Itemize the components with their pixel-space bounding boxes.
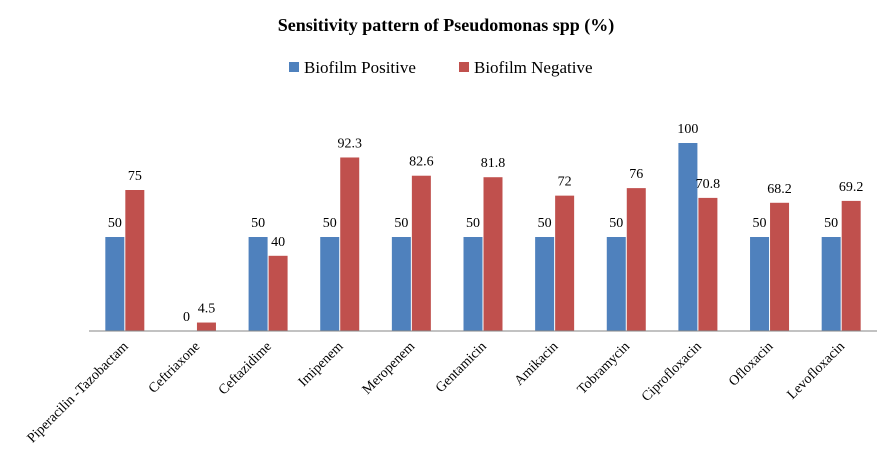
- x-tick-label-imipenem: Imipenem: [296, 339, 347, 390]
- x-tick-label-ofloxacin: Ofloxacin: [726, 339, 776, 389]
- data-label-biofilm-positive-ciprofloxacin: 100: [677, 122, 698, 137]
- data-label-biofilm-negative-imipenem: 92.3: [337, 136, 362, 151]
- plot-area: 50 75 Piperacilin -Tazobactam 0 4.5 Ceftriaxo…: [25, 122, 864, 446]
- data-label-biofilm-negative-ciprofloxacin: 70.8: [696, 177, 721, 192]
- data-label-biofilm-negative-gentamicin: 81.8: [481, 156, 506, 171]
- x-tick-label-amikacin: Amikacin: [512, 339, 562, 389]
- data-label-biofilm-positive-levofloxacin: 50: [824, 216, 838, 231]
- bar-biofilm-positive-levofloxacin: [821, 237, 841, 331]
- x-tick-label-ceftriaxone: Ceftriaxone: [146, 339, 203, 396]
- legend-swatch-biofilm-positive: [289, 62, 299, 72]
- bar-biofilm-positive-amikacin: [535, 237, 555, 331]
- legend: Biofilm Positive Biofilm Negative: [289, 58, 593, 77]
- bar-biofilm-negative-meropenem: [411, 175, 431, 331]
- data-label-biofilm-positive-amikacin: 50: [538, 216, 552, 231]
- x-tick-label-piperacilin-tazobactam: Piperacilin -Tazobactam: [25, 339, 132, 446]
- legend-swatch-biofilm-negative: [459, 62, 469, 72]
- data-label-biofilm-positive-ceftriaxone: 0: [183, 310, 190, 325]
- bar-biofilm-positive-ceftazidime: [248, 237, 268, 331]
- legend-label-biofilm-negative: Biofilm Negative: [474, 58, 593, 77]
- bar-biofilm-positive-meropenem: [391, 237, 411, 331]
- bar-biofilm-negative-piperacilin-tazobactam: [125, 190, 145, 331]
- x-tick-label-ciprofloxacin: Ciprofloxacin: [639, 339, 705, 405]
- x-tick-label-ceftazidime: Ceftazidime: [216, 339, 275, 398]
- data-label-biofilm-positive-imipenem: 50: [323, 216, 337, 231]
- bar-biofilm-positive-gentamicin: [463, 237, 483, 331]
- legend-label-biofilm-positive: Biofilm Positive: [304, 58, 416, 77]
- bar-biofilm-negative-gentamicin: [483, 177, 503, 331]
- bar-biofilm-negative-amikacin: [555, 195, 575, 331]
- bar-biofilm-negative-ciprofloxacin: [698, 197, 718, 331]
- data-label-biofilm-negative-levofloxacin: 69.2: [839, 180, 864, 195]
- data-label-biofilm-negative-piperacilin-tazobactam: 75: [128, 169, 142, 184]
- data-label-biofilm-positive-meropenem: 50: [394, 216, 408, 231]
- bar-biofilm-positive-piperacilin-tazobactam: [105, 237, 125, 331]
- data-label-biofilm-positive-tobramycin: 50: [609, 216, 623, 231]
- data-label-biofilm-negative-meropenem: 82.6: [409, 155, 434, 170]
- data-label-biofilm-negative-amikacin: 72: [558, 175, 572, 190]
- bar-biofilm-positive-ciprofloxacin: [678, 143, 698, 331]
- data-label-biofilm-negative-ofloxacin: 68.2: [767, 182, 792, 197]
- data-label-biofilm-negative-ceftazidime: 40: [271, 235, 285, 250]
- bar-biofilm-negative-ofloxacin: [770, 202, 790, 331]
- data-label-biofilm-negative-tobramycin: 76: [629, 167, 643, 182]
- chart-title: Sensitivity pattern of Pseudomonas spp (…: [278, 15, 615, 36]
- data-label-biofilm-positive-ceftazidime: 50: [251, 216, 265, 231]
- data-label-biofilm-positive-gentamicin: 50: [466, 216, 480, 231]
- bar-biofilm-positive-imipenem: [320, 237, 340, 331]
- data-label-biofilm-negative-ceftriaxone: 4.5: [198, 302, 216, 317]
- bar-biofilm-negative-levofloxacin: [841, 200, 861, 331]
- bar-biofilm-negative-tobramycin: [626, 188, 646, 331]
- x-tick-label-gentamicin: Gentamicin: [433, 339, 490, 396]
- data-label-biofilm-positive-ofloxacin: 50: [753, 216, 767, 231]
- x-tick-label-tobramycin: Tobramycin: [575, 339, 633, 397]
- data-label-biofilm-positive-piperacilin-tazobactam: 50: [108, 216, 122, 231]
- x-tick-label-levofloxacin: Levofloxacin: [785, 339, 848, 402]
- x-tick-label-meropenem: Meropenem: [360, 339, 419, 398]
- bar-biofilm-positive-tobramycin: [606, 237, 626, 331]
- bar-biofilm-negative-ceftriaxone: [196, 322, 216, 331]
- bar-biofilm-negative-ceftazidime: [268, 255, 288, 331]
- bar-biofilm-positive-ofloxacin: [750, 237, 770, 331]
- bar-biofilm-negative-imipenem: [340, 157, 360, 331]
